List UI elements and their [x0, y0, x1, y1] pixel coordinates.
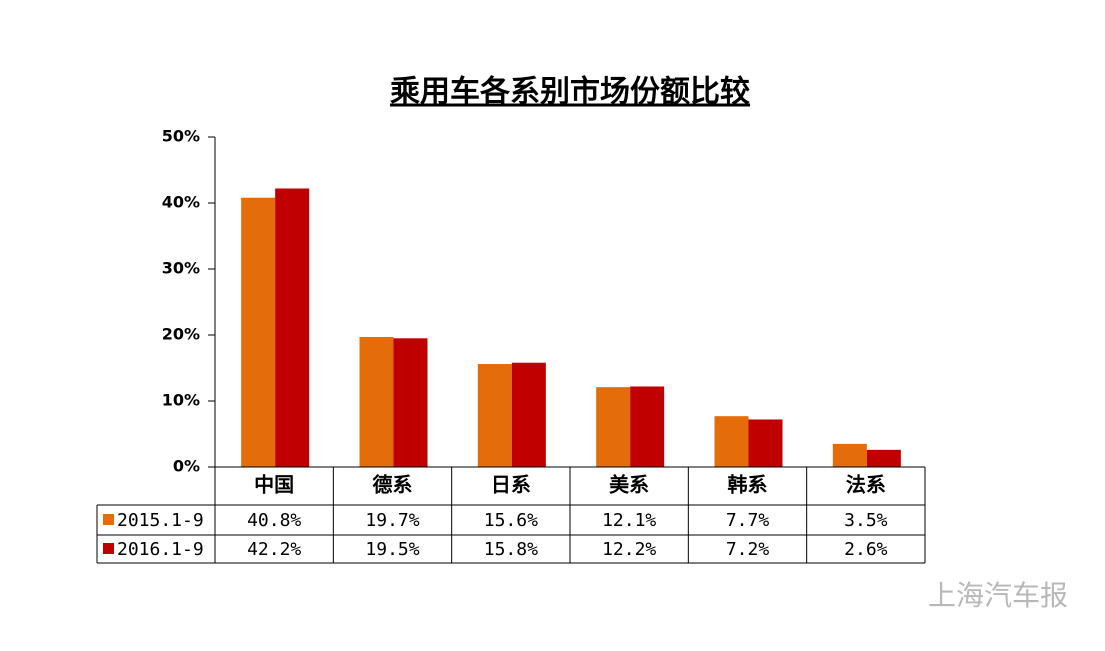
- bar: [511, 362, 546, 467]
- value-label: 7.2%: [726, 539, 770, 560]
- bar: [359, 336, 394, 467]
- bar: [596, 387, 631, 467]
- value-label: 2.6%: [844, 539, 888, 560]
- bar: [275, 188, 310, 468]
- legend-swatch: [103, 543, 114, 554]
- value-label: 12.2%: [602, 539, 656, 560]
- bar: [832, 443, 867, 467]
- legend-label: 2016.1-9: [117, 539, 204, 560]
- bar: [393, 338, 428, 467]
- chart-title: 乘用车各系别市场份额比较: [390, 75, 750, 110]
- y-tick-label: 10%: [162, 391, 200, 410]
- category-label: 德系: [373, 473, 413, 497]
- value-label: 19.5%: [365, 539, 419, 560]
- bar: [630, 386, 665, 467]
- bar: [241, 197, 276, 467]
- bar: [866, 449, 901, 467]
- watermark: 上海汽车报: [928, 579, 1068, 612]
- category-label: 日系: [491, 473, 531, 497]
- category-label: 美系: [609, 473, 649, 497]
- y-tick-label: 30%: [162, 259, 200, 278]
- value-label: 7.7%: [726, 510, 770, 531]
- value-label: 40.8%: [247, 510, 301, 531]
- legend-label: 2015.1-9: [117, 510, 204, 531]
- y-tick-label: 50%: [162, 127, 200, 146]
- value-label: 15.6%: [484, 510, 538, 531]
- bar: [748, 419, 783, 467]
- value-label: 15.8%: [484, 539, 538, 560]
- category-label: 法系: [846, 473, 886, 497]
- legend-swatch: [103, 514, 114, 525]
- value-label: 19.7%: [365, 510, 419, 531]
- y-tick-label: 40%: [162, 193, 200, 212]
- y-tick-label: 20%: [162, 325, 200, 344]
- value-label: 12.1%: [602, 510, 656, 531]
- category-label: 中国: [254, 473, 294, 497]
- bar: [477, 364, 512, 467]
- value-label: 42.2%: [247, 539, 301, 560]
- category-label: 韩系: [728, 473, 768, 497]
- value-label: 3.5%: [844, 510, 888, 531]
- y-tick-label: 0%: [173, 457, 200, 476]
- bar: [714, 416, 749, 467]
